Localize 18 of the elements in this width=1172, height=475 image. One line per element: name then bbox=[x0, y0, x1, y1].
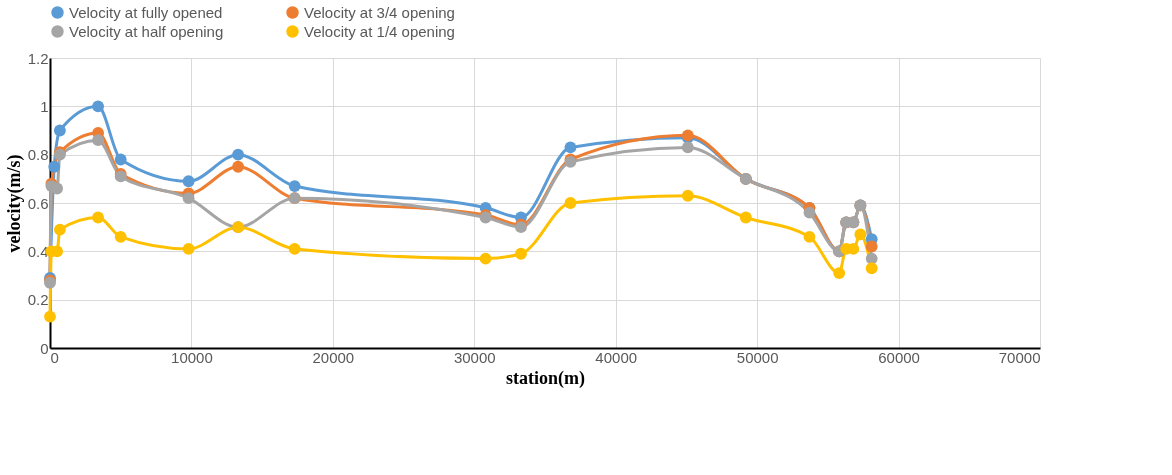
legend-label: Velocity at 1/4 opening bbox=[304, 22, 455, 40]
x-tick-label: 70000 bbox=[998, 348, 1041, 366]
legend-label: Velocity at half opening bbox=[69, 22, 224, 40]
x-tick-label: 50000 bbox=[736, 348, 779, 366]
y-axis-title: velocity(m/s) bbox=[3, 154, 25, 253]
legend-label: Velocity at fully opened bbox=[69, 3, 223, 21]
x-tick-label: 40000 bbox=[595, 348, 638, 366]
x-tick-label: 20000 bbox=[312, 348, 355, 366]
y-tick-label: 1.2 bbox=[27, 49, 49, 67]
x-tick-label: 60000 bbox=[878, 348, 920, 366]
y-tick-label: 0.6 bbox=[27, 194, 49, 212]
y-tick-label: 0.8 bbox=[27, 146, 49, 164]
y-tick-label: 1 bbox=[40, 97, 49, 115]
legend-label: Velocity at 3/4 opening bbox=[304, 3, 455, 21]
x-tick-label: 10000 bbox=[171, 348, 213, 366]
y-tick-label: 0.2 bbox=[27, 291, 49, 309]
x-axis-title: station(m) bbox=[506, 367, 585, 389]
x-tick-label: 30000 bbox=[453, 348, 496, 366]
